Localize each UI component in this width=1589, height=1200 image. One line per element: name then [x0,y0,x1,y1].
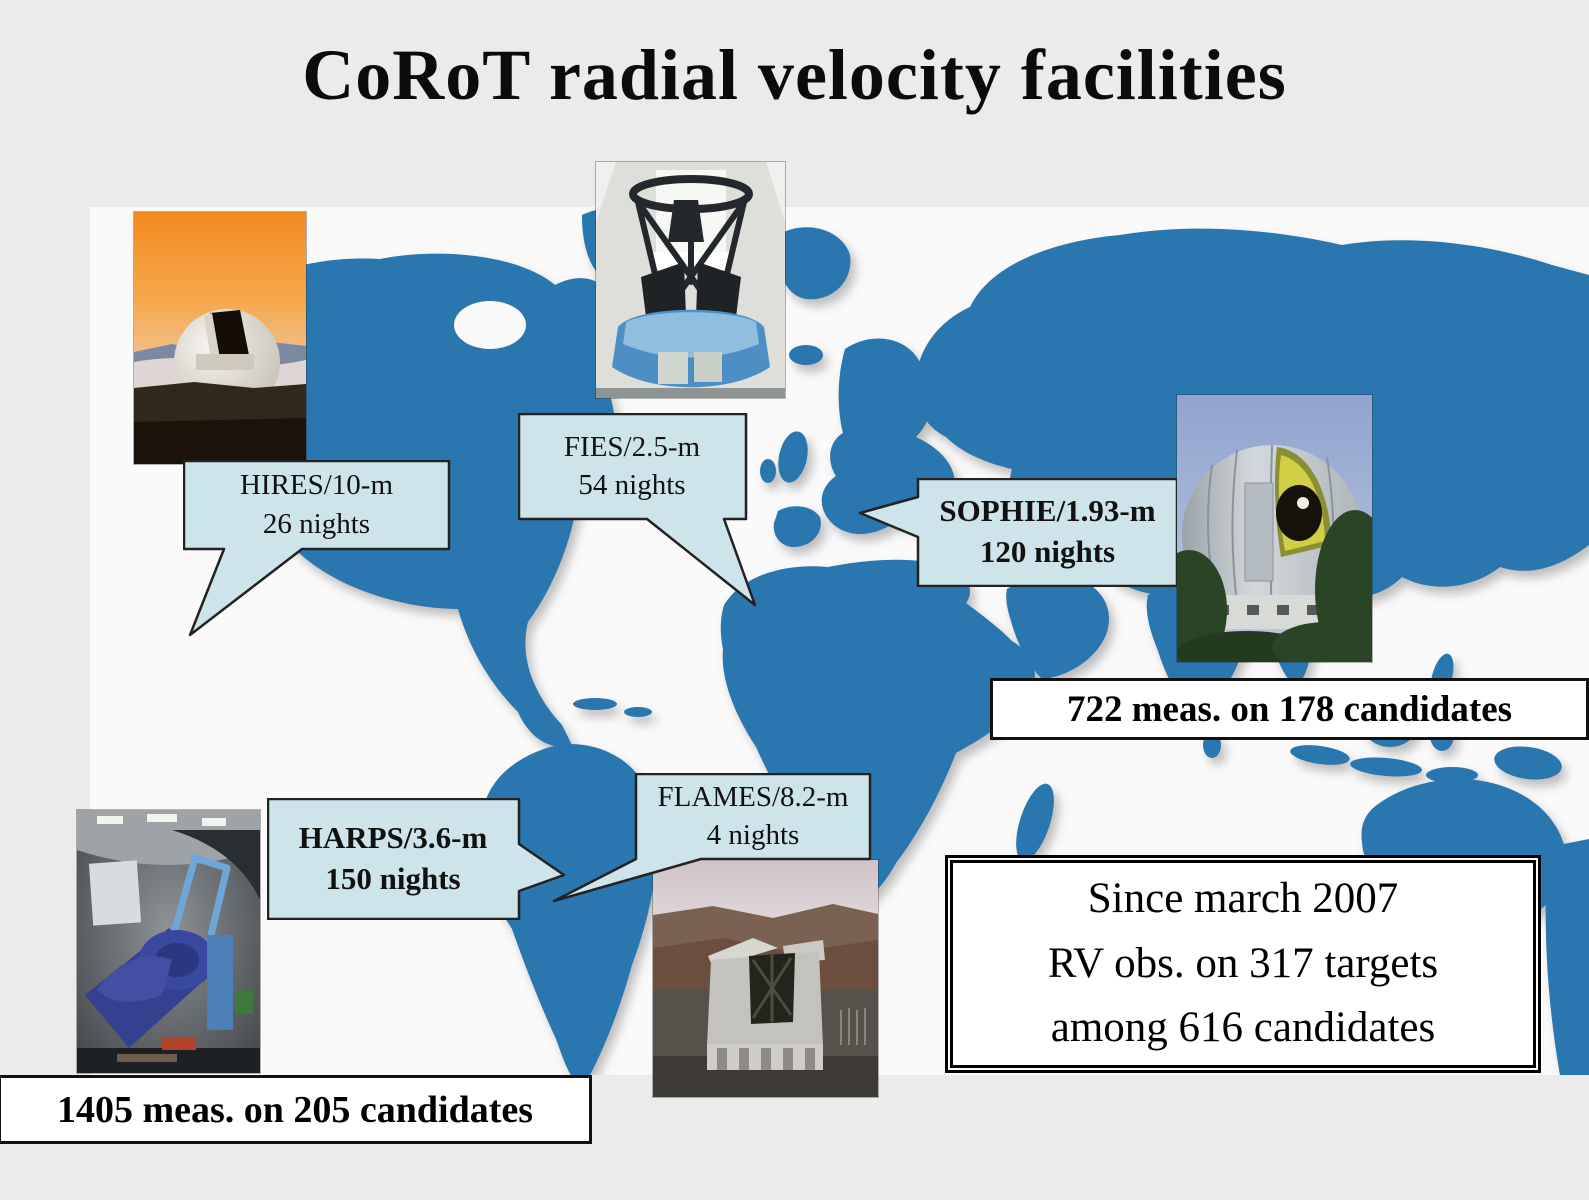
summary-line-3: among 616 candidates [1050,1004,1436,1052]
fies-callout-bubble [518,413,757,607]
sophie-callout-nights: 120 nights [979,534,1116,569]
hires-callout: HIRES/10-m 26 nights [183,460,453,638]
keck-photo-graphic [134,212,306,464]
flames-callout-instrument: FLAMES/8.2-m [657,780,849,813]
sophie-callout-instrument: SOPHIE/1.93-m [939,493,1156,529]
harps-callout-bubble [267,798,566,920]
harps-callout-instrument: HARPS/3.6-m [298,819,488,855]
summary-box: Since march 2007 RV obs. on 317 targets … [945,855,1541,1073]
hires-callout-bubble [183,460,451,637]
fies-photo-graphic [596,162,785,398]
sophie-callout: SOPHIE/1.93-m 120 nights [858,478,1179,587]
keck-dome-sunset-photo [134,212,306,464]
hires-callout-nights: 26 nights [262,507,371,540]
harps-callout-nights: 150 nights [325,860,461,896]
slide-title: CoRoT radial velocity facilities [302,35,1287,115]
flames-callout: FLAMES/8.2-m 4 nights [550,773,872,903]
vlt-photo-graphic [653,860,878,1097]
harps-telescope-photo [77,810,260,1073]
sophie-dome-photo [1177,395,1372,662]
fies-callout-instrument: FIES/2.5-m [563,430,701,463]
vlt-telescope-photo [653,860,878,1097]
harps-measurements-box: 1405 meas. on 205 candidates [0,1075,592,1144]
fies-callout: FIES/2.5-m 54 nights [518,413,763,608]
hires-callout-instrument: HIRES/10-m [239,469,394,502]
harps-photo-graphic [77,810,260,1073]
summary-line-2: RV obs. on 317 targets [1047,939,1439,987]
flames-callout-bubble [552,773,872,903]
sophie-photo-graphic [1177,395,1372,662]
summary-line-1: Since march 2007 [1087,875,1399,923]
sophie-measurements-box: 722 meas. on 178 candidates [990,678,1589,740]
flames-callout-nights: 4 nights [706,819,800,851]
fies-telescope-photo [596,162,785,398]
fies-callout-nights: 54 nights [578,469,686,501]
harps-callout: HARPS/3.6-m 150 nights [267,798,569,920]
